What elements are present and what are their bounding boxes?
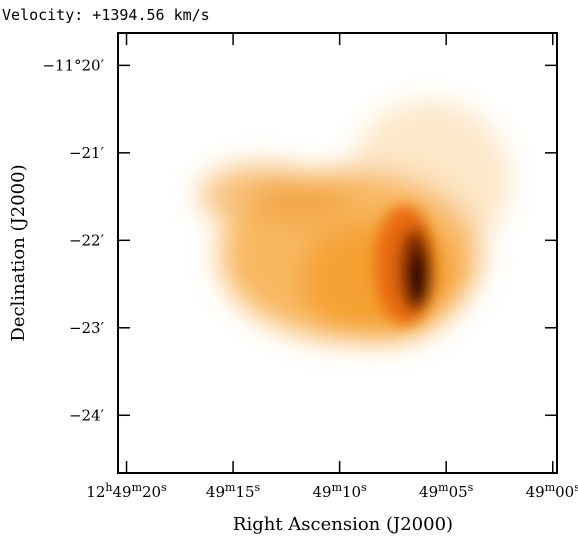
x-tick-label-part: 49 bbox=[312, 483, 331, 501]
x-tick-label-part: 49 bbox=[206, 483, 225, 501]
x-tick-label: 49m10s bbox=[312, 481, 367, 501]
x-tick-label-part: 49 bbox=[419, 483, 438, 501]
x-tick-label-part: 20 bbox=[142, 483, 161, 501]
x-tick-label: 49m00s bbox=[526, 481, 578, 501]
x-tick-label-part: m bbox=[225, 481, 236, 494]
x-tick-label-part: 12 bbox=[86, 483, 105, 501]
y-axis-label: Declination (J2000) bbox=[8, 164, 29, 341]
x-tick-label-part: 15 bbox=[235, 483, 254, 501]
x-tick-label-part: h bbox=[105, 481, 112, 494]
x-tick-label-part: s bbox=[255, 481, 261, 494]
x-tick-label-part: s bbox=[361, 481, 367, 494]
x-tick-label-part: s bbox=[161, 481, 167, 494]
y-tick-label: −24′ bbox=[69, 406, 105, 424]
y-tick-label: −22′ bbox=[69, 231, 105, 249]
x-tick-label-part: 49 bbox=[526, 483, 545, 501]
x-tick-label-part: m bbox=[332, 481, 343, 494]
chart-title: Velocity: +1394.56 km/s bbox=[2, 6, 210, 24]
x-tick-label: 49m15s bbox=[206, 481, 261, 501]
x-tick-label-part: 49 bbox=[112, 483, 131, 501]
x-tick-label-part: m bbox=[132, 481, 143, 494]
x-tick-label-part: s bbox=[468, 481, 474, 494]
x-tick-label-part: 00 bbox=[555, 483, 574, 501]
y-tick-label: −21′ bbox=[69, 144, 105, 162]
x-tick-label-part: 05 bbox=[449, 483, 468, 501]
x-tick-label-part: s bbox=[574, 481, 578, 494]
x-tick-label: 12h49m20s bbox=[86, 481, 167, 501]
plot-frame bbox=[117, 32, 558, 474]
x-axis-label: Right Ascension (J2000) bbox=[233, 514, 453, 535]
emission-map bbox=[200, 100, 510, 340]
x-tick-label-part: 10 bbox=[342, 483, 361, 501]
y-tick-label: −23′ bbox=[69, 319, 105, 337]
x-tick-label: 49m05s bbox=[419, 481, 474, 501]
x-tick-label-part: m bbox=[438, 481, 449, 494]
y-tick-label: −11°20′ bbox=[42, 56, 104, 74]
x-tick-label-part: m bbox=[545, 481, 556, 494]
